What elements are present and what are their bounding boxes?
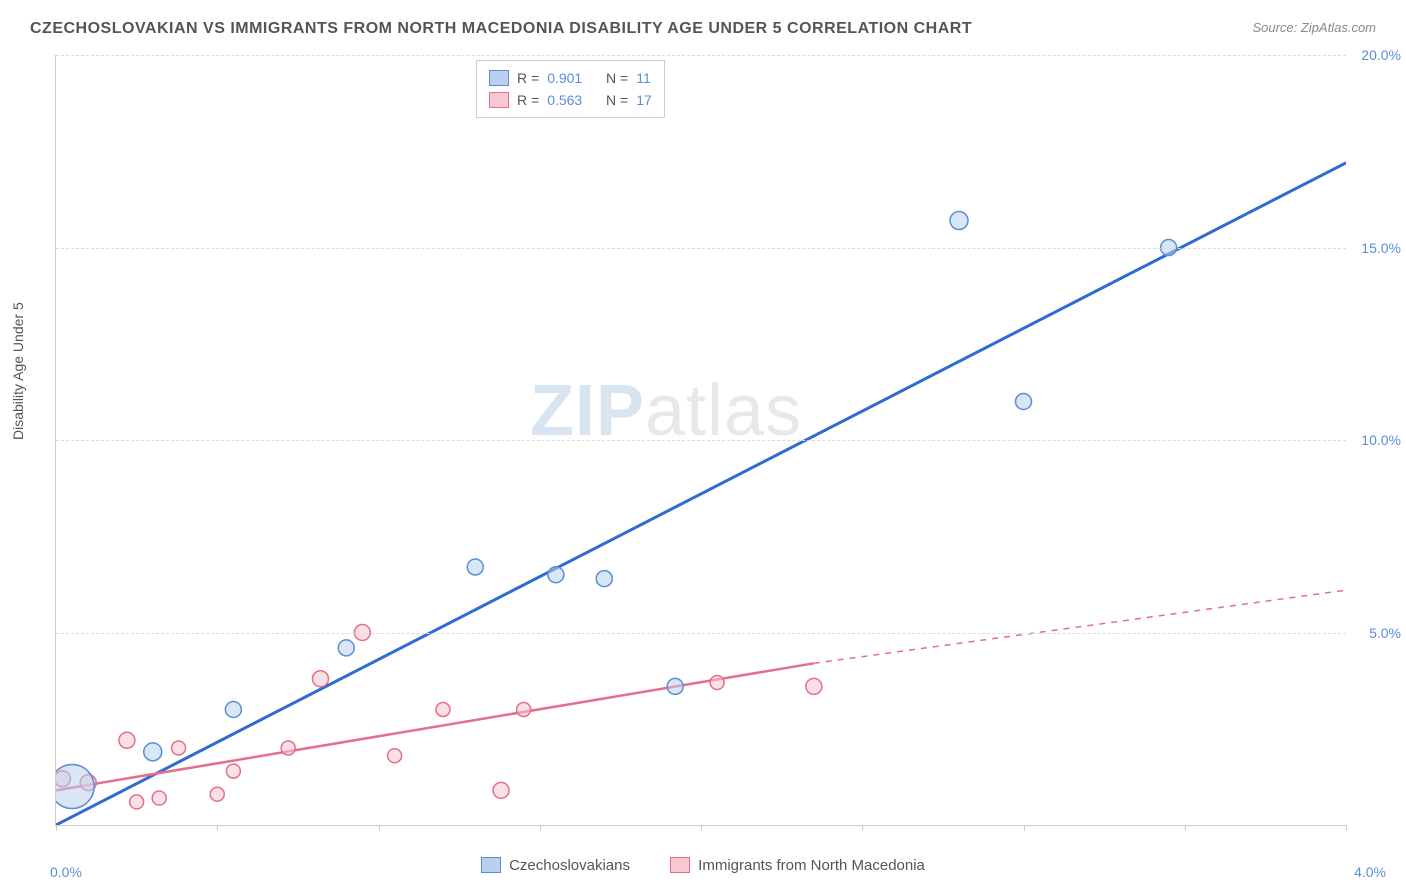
gridline (56, 440, 1346, 441)
n-prefix: N = (606, 67, 628, 89)
y-tick-label: 5.0% (1369, 625, 1401, 641)
swatch-nm-icon (670, 857, 690, 873)
legend-row-cz: R = 0.901 N = 11 (489, 67, 652, 89)
x-tick (701, 825, 702, 831)
legend-label-cz: Czechoslovakians (509, 857, 630, 874)
gridline (56, 633, 1346, 634)
x-tick (540, 825, 541, 831)
r-value-nm: 0.563 (547, 89, 582, 111)
swatch-cz-icon (481, 857, 501, 873)
x-tick (217, 825, 218, 831)
x-tick (379, 825, 380, 831)
legend-item-nm: Immigrants from North Macedonia (670, 857, 925, 874)
x-tick (56, 825, 57, 831)
x-tick (1346, 825, 1347, 831)
r-prefix: R = (517, 67, 539, 89)
correlation-legend: R = 0.901 N = 11 R = 0.563 N = 17 (476, 60, 665, 118)
gridline (56, 248, 1346, 249)
x-tick (1024, 825, 1025, 831)
n-value-nm: 17 (636, 89, 652, 111)
series-legend: Czechoslovakians Immigrants from North M… (0, 857, 1406, 878)
chart-plot-area: R = 0.901 N = 11 R = 0.563 N = 17 5.0%10… (55, 55, 1346, 826)
y-axis-label: Disability Age Under 5 (10, 302, 26, 440)
y-tick-label: 20.0% (1361, 47, 1401, 63)
r-prefix: R = (517, 89, 539, 111)
n-prefix: N = (606, 89, 628, 111)
chart-title: CZECHOSLOVAKIAN VS IMMIGRANTS FROM NORTH… (30, 20, 972, 38)
swatch-nm (489, 92, 509, 108)
legend-label-nm: Immigrants from North Macedonia (698, 857, 925, 874)
gridline (56, 55, 1346, 56)
r-value-cz: 0.901 (547, 67, 582, 89)
legend-row-nm: R = 0.563 N = 17 (489, 89, 652, 111)
n-value-cz: 11 (636, 67, 651, 89)
y-tick-label: 15.0% (1361, 240, 1401, 256)
legend-item-cz: Czechoslovakians (481, 857, 630, 874)
swatch-cz (489, 70, 509, 86)
y-tick-label: 10.0% (1361, 432, 1401, 448)
x-tick (862, 825, 863, 831)
source-label: Source: ZipAtlas.com (1252, 20, 1376, 35)
x-tick (1185, 825, 1186, 831)
